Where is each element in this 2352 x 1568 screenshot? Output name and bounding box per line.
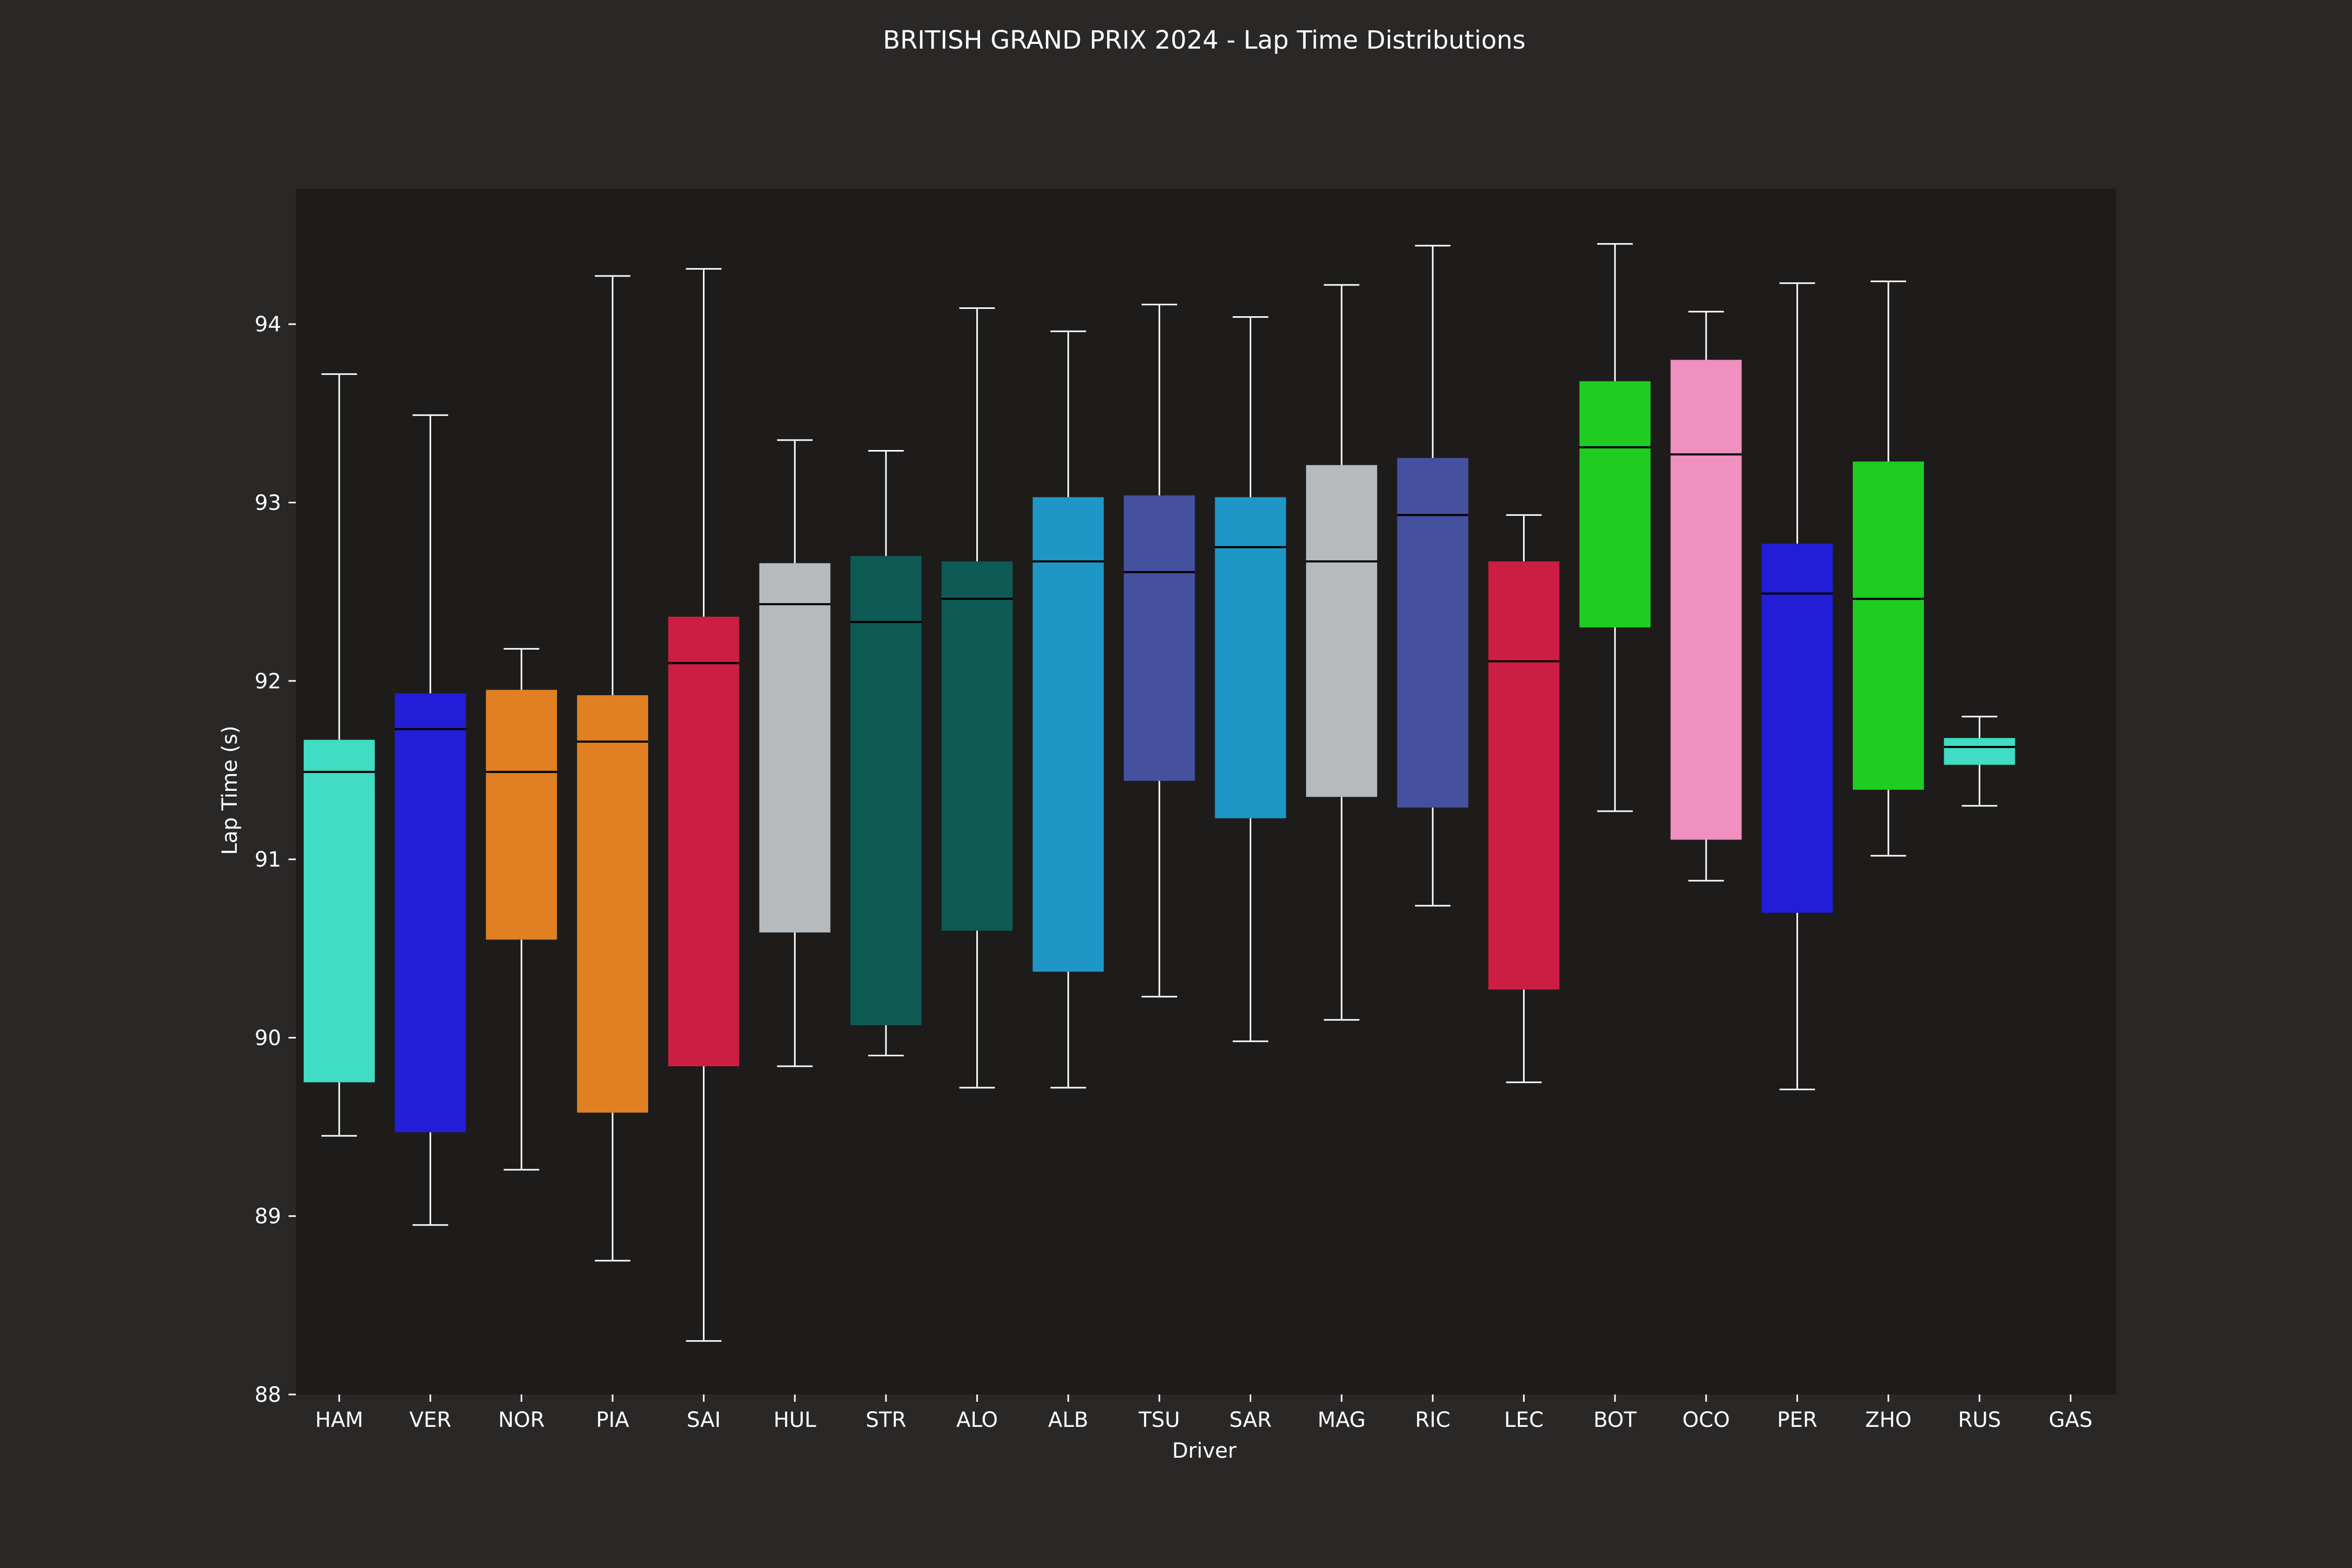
x-tick-label: HUL [774, 1408, 816, 1432]
box-pia [577, 275, 649, 1262]
box-iqr [1124, 495, 1195, 781]
box-iqr [1670, 360, 1742, 840]
box-iqr [1852, 462, 1924, 790]
box-lec [1488, 514, 1560, 1083]
box-iqr [668, 616, 740, 1067]
box-nor [486, 648, 557, 1171]
box-str [850, 450, 922, 1057]
box-iqr [1306, 465, 1377, 797]
box-iqr [395, 693, 466, 1133]
x-tick-label: RUS [1958, 1408, 2001, 1432]
y-tick-label: 94 [255, 313, 281, 337]
x-tick-label: PIA [596, 1408, 629, 1432]
x-tick-label: OCO [1682, 1408, 1730, 1432]
box-iqr [1032, 497, 1104, 972]
plot-area [296, 189, 2116, 1394]
box-tsu [1124, 304, 1195, 998]
box-iqr [486, 689, 557, 940]
box-iqr [941, 561, 1013, 931]
box-oco [1670, 310, 1742, 882]
box-per [1761, 282, 1833, 1090]
box-ver [395, 414, 466, 1226]
x-tick-label: BOT [1594, 1408, 1637, 1432]
x-tick-label: LEC [1504, 1408, 1544, 1432]
box-hul [759, 439, 831, 1067]
box-alb [1032, 330, 1104, 1089]
x-tick-label: MAG [1318, 1408, 1366, 1432]
x-tick-label: VER [409, 1408, 451, 1432]
x-tick-label: HAM [315, 1408, 363, 1432]
box-iqr [1579, 381, 1651, 628]
box-sar [1215, 316, 1286, 1042]
x-axis: Driver HAM VER NOR PIA SAI HUL STR ALO ALB TSU SAR… [315, 1394, 2093, 1463]
box-iqr [1944, 738, 2015, 765]
y-tick-label: 93 [255, 491, 281, 515]
box-sai [668, 268, 740, 1342]
x-axis-label: Driver [1172, 1439, 1237, 1463]
chart-title: BRITISH GRAND PRIX 2024 - Lap Time Distr… [883, 26, 1526, 55]
box-iqr [1488, 561, 1560, 990]
x-tick-label: TSU [1138, 1408, 1180, 1432]
x-tick-label: ALB [1048, 1408, 1088, 1432]
box-iqr [1397, 458, 1469, 808]
box-alo [941, 307, 1013, 1089]
box-iqr [1215, 497, 1286, 818]
box-iqr [304, 740, 375, 1082]
box-rus [1944, 716, 2015, 807]
y-tick-label: 91 [255, 848, 281, 872]
box-iqr [577, 695, 649, 1113]
box-zho [1852, 280, 1924, 857]
x-tick-label: NOR [498, 1408, 545, 1432]
y-tick-label: 89 [255, 1205, 281, 1229]
x-tick-label: GAS [2049, 1408, 2093, 1432]
y-tick-label: 90 [255, 1026, 281, 1050]
y-axis: Lap Time (s) 88 89 90 91 92 93 94 [218, 313, 296, 1407]
box-ric [1397, 245, 1469, 907]
box-ham [304, 373, 375, 1137]
x-tick-label: ZHO [1865, 1408, 1911, 1432]
x-tick-label: RIC [1415, 1408, 1450, 1432]
x-tick-label: STR [866, 1408, 906, 1432]
box-mag [1306, 284, 1377, 1021]
x-tick-label: SAR [1229, 1408, 1272, 1432]
y-tick-label: 92 [255, 670, 281, 694]
x-tick-label: PER [1777, 1408, 1817, 1432]
box-iqr [1761, 543, 1833, 913]
box-series [304, 243, 2015, 1342]
box-iqr [850, 556, 922, 1025]
y-tick-label: 88 [255, 1383, 281, 1407]
x-tick-label: ALO [956, 1408, 998, 1432]
box-bot [1579, 243, 1651, 812]
box-iqr [759, 563, 831, 933]
x-tick-label: SAI [687, 1408, 721, 1432]
y-axis-label: Lap Time (s) [218, 725, 242, 855]
